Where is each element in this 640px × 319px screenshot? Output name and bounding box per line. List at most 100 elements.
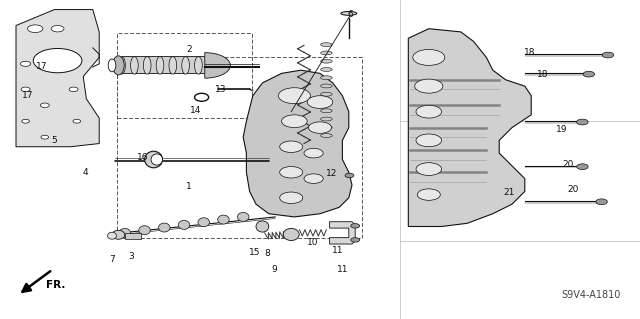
Bar [122, 56, 205, 73]
Circle shape [21, 87, 30, 92]
Text: FR.: FR. [46, 279, 65, 290]
Circle shape [41, 135, 49, 139]
Bar [117, 57, 362, 238]
Text: 12: 12 [326, 169, 337, 178]
Ellipse shape [321, 92, 332, 96]
Ellipse shape [113, 56, 124, 75]
Text: 19: 19 [556, 125, 568, 134]
Ellipse shape [169, 56, 177, 74]
Circle shape [307, 96, 333, 108]
Circle shape [351, 238, 360, 242]
Ellipse shape [321, 125, 332, 129]
Ellipse shape [143, 56, 151, 74]
Ellipse shape [112, 230, 125, 239]
Ellipse shape [119, 228, 131, 237]
Bar [125, 233, 141, 239]
Circle shape [69, 87, 78, 92]
Ellipse shape [131, 56, 138, 74]
Text: 13: 13 [215, 85, 227, 94]
Ellipse shape [321, 43, 332, 47]
Circle shape [280, 167, 303, 178]
Text: 18: 18 [524, 48, 536, 57]
Text: 2: 2 [186, 45, 191, 54]
Ellipse shape [139, 226, 150, 235]
Circle shape [51, 26, 64, 32]
Circle shape [577, 164, 588, 170]
Polygon shape [408, 29, 531, 226]
Polygon shape [243, 70, 352, 217]
Ellipse shape [321, 68, 332, 71]
Circle shape [413, 49, 445, 65]
Circle shape [583, 71, 595, 77]
Circle shape [416, 163, 442, 175]
Text: 6: 6 [348, 10, 353, 19]
Ellipse shape [321, 84, 332, 88]
Ellipse shape [156, 56, 164, 74]
Ellipse shape [159, 223, 170, 232]
Text: 17: 17 [22, 91, 33, 100]
Circle shape [351, 224, 360, 228]
Ellipse shape [118, 56, 125, 74]
Circle shape [596, 199, 607, 205]
Circle shape [602, 52, 614, 58]
Circle shape [304, 148, 323, 158]
Ellipse shape [182, 56, 189, 74]
Text: 5: 5 [52, 136, 57, 145]
Ellipse shape [198, 218, 209, 227]
Ellipse shape [321, 76, 332, 80]
Polygon shape [330, 222, 355, 244]
Text: 14: 14 [189, 106, 201, 115]
Text: 10: 10 [307, 238, 318, 247]
Ellipse shape [237, 212, 249, 221]
Text: 11: 11 [337, 265, 348, 274]
Text: 15: 15 [249, 248, 260, 256]
Wedge shape [205, 53, 230, 78]
Ellipse shape [195, 56, 202, 74]
Text: 11: 11 [332, 246, 344, 255]
Ellipse shape [321, 100, 332, 104]
Circle shape [28, 25, 43, 33]
Ellipse shape [151, 154, 163, 165]
Ellipse shape [321, 51, 332, 55]
Circle shape [278, 88, 310, 104]
Text: 18: 18 [537, 70, 548, 79]
Ellipse shape [341, 11, 357, 15]
Text: S9V4-A1810: S9V4-A1810 [561, 290, 621, 300]
Circle shape [40, 103, 49, 108]
Text: 1: 1 [186, 182, 191, 191]
Ellipse shape [321, 59, 332, 63]
Ellipse shape [256, 221, 269, 232]
Circle shape [22, 119, 29, 123]
Circle shape [345, 173, 354, 178]
Text: 9: 9 [271, 265, 276, 274]
Ellipse shape [108, 232, 116, 239]
Ellipse shape [145, 151, 163, 168]
Text: 7: 7 [109, 256, 115, 264]
Ellipse shape [218, 215, 229, 224]
Circle shape [308, 122, 332, 133]
Text: 17: 17 [36, 63, 47, 71]
Ellipse shape [178, 220, 189, 229]
Ellipse shape [321, 109, 332, 113]
Circle shape [280, 192, 303, 204]
Polygon shape [16, 10, 99, 147]
Ellipse shape [108, 59, 116, 72]
Text: 20: 20 [563, 160, 574, 169]
Ellipse shape [321, 134, 332, 137]
Circle shape [20, 61, 31, 66]
Circle shape [33, 48, 82, 73]
Circle shape [304, 174, 323, 183]
Text: 21: 21 [503, 189, 515, 197]
Circle shape [73, 119, 81, 123]
Circle shape [416, 105, 442, 118]
Circle shape [282, 115, 307, 128]
Bar [117, 33, 252, 118]
Text: 8: 8 [265, 249, 270, 258]
Circle shape [577, 119, 588, 125]
Circle shape [280, 141, 303, 152]
Ellipse shape [321, 117, 332, 121]
Text: 20: 20 [567, 185, 579, 194]
Circle shape [417, 189, 440, 200]
Text: 16: 16 [137, 153, 148, 162]
Circle shape [416, 134, 442, 147]
